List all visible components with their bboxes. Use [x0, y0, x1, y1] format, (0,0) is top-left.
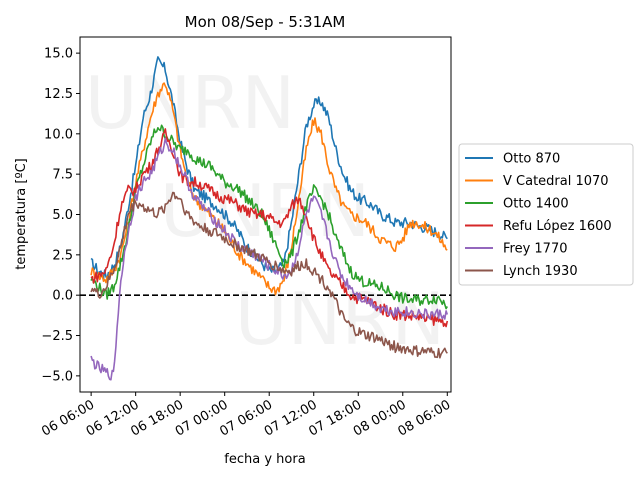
- legend-entry: V Catedral 1070: [503, 174, 609, 189]
- plot-frame: [79, 36, 452, 393]
- watermark-text-1: UNRN: [85, 61, 295, 145]
- y-tick-label: 5.0: [52, 208, 73, 223]
- x-axis-label: fecha y hora: [224, 452, 305, 467]
- legend-entry: Refu López 1600: [503, 219, 612, 234]
- y-tick-label: 10.0: [44, 127, 73, 142]
- series-line: [90, 56, 448, 280]
- series-line: [90, 124, 448, 310]
- y-tick-label: −2.5: [41, 329, 73, 344]
- legend: Otto 870 V Catedral 1070 Otto 1400 Refu Lóp…: [458, 143, 634, 286]
- series-line: [90, 191, 448, 359]
- y-tick-label: 7.5: [52, 168, 73, 183]
- legend-box: [458, 143, 634, 286]
- y-axis-label: temperatura [ºC]: [14, 158, 29, 269]
- y-axis-ticks: −5.0 −2.5 0.0 2.5 5.0 7.5 10.0 12.5 15.0: [41, 47, 80, 384]
- y-tick-label: 15.0: [44, 47, 73, 62]
- series-line: [90, 137, 449, 381]
- series-lines: [90, 56, 449, 381]
- y-tick-label: 12.5: [44, 87, 73, 102]
- legend-entry: Lynch 1930: [503, 264, 578, 279]
- y-tick-label: −5.0: [41, 369, 73, 384]
- y-tick-label: 2.5: [52, 248, 73, 263]
- legend-entry: Otto 1400: [503, 197, 569, 212]
- y-tick-label: 0.0: [52, 289, 73, 304]
- chart-title: Mon 08/Sep - 5:31AM: [185, 13, 346, 31]
- legend-entry: Otto 870: [503, 152, 560, 167]
- legend-entry: Frey 1770: [503, 242, 568, 257]
- watermark-text-3: UNRN: [235, 277, 445, 361]
- series-line: [90, 82, 448, 296]
